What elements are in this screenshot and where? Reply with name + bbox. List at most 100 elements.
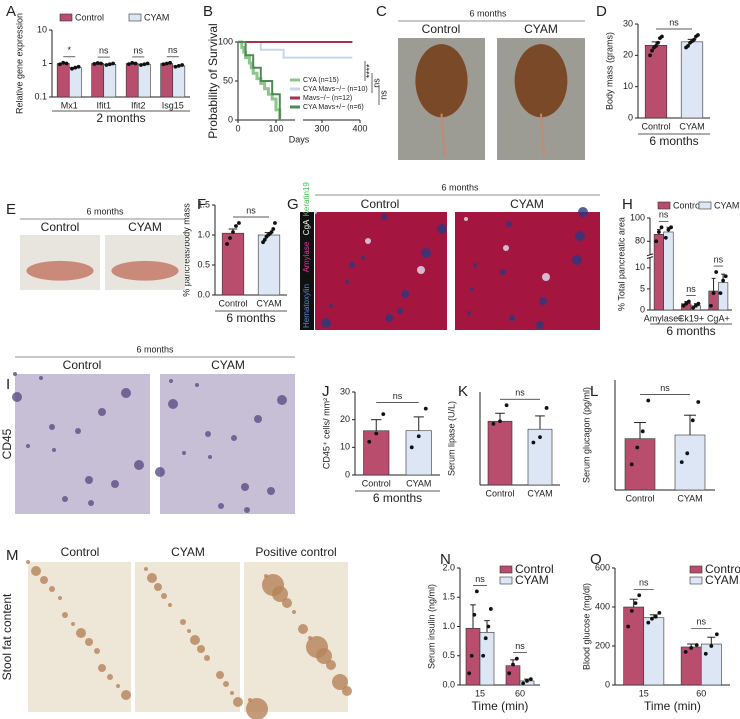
photo-detail (76, 628, 86, 638)
photo-detail (223, 681, 229, 687)
data-point (646, 620, 651, 625)
y-axis-label: Relative gene expression (14, 13, 24, 114)
photo-detail (233, 697, 243, 707)
photo-detail (154, 583, 162, 591)
panel-letter: L (590, 383, 598, 400)
y-tick-label: 50 (223, 75, 233, 85)
bar (68, 67, 82, 98)
legend-swatch (128, 13, 142, 22)
data-point (626, 624, 631, 629)
data-point (486, 624, 491, 629)
photo-detail (572, 255, 582, 265)
data-point (528, 677, 533, 682)
bar (363, 430, 390, 476)
data-point (70, 66, 74, 71)
photo-detail (440, 113, 446, 157)
x-axis-label: Time (min) (644, 699, 701, 713)
error-bar (470, 604, 476, 629)
photo-detail (231, 435, 237, 441)
significance-label: ns (475, 574, 485, 584)
image-label: Control (61, 545, 100, 559)
stain-label: Keratin19 (302, 182, 311, 217)
legend-swatch (689, 576, 703, 585)
y-tick-label: 0.5 (197, 259, 210, 269)
error-bar (535, 415, 545, 430)
photo-detail (168, 603, 172, 607)
bar (718, 282, 729, 311)
y-tick-label: 400 (595, 601, 610, 611)
y-axis-label: Serum insulin (ng/ml) (426, 584, 436, 669)
data-point (76, 64, 81, 69)
data-point (648, 53, 652, 58)
significance-label: ns (639, 578, 649, 588)
photo-detail (182, 451, 186, 455)
data-point (646, 398, 651, 403)
x-tick-label: 60 (515, 688, 525, 698)
data-point (95, 61, 100, 65)
legend-label: CYAM (714, 200, 739, 210)
photo-detail (107, 674, 113, 680)
photo-detail (254, 415, 262, 423)
data-point (511, 662, 515, 667)
data-point (544, 406, 549, 410)
photo-detail (218, 503, 224, 509)
photo-detail (62, 612, 68, 618)
axis-break (646, 256, 654, 259)
data-point (73, 65, 78, 70)
panel-letter: F (197, 196, 206, 213)
bar (172, 65, 186, 98)
photo-detail (267, 487, 275, 495)
photo-detail (316, 648, 332, 664)
x-tick-label: Mx1 (61, 100, 78, 110)
photo-detail (298, 624, 308, 634)
significance-label: ns (659, 210, 669, 220)
bar (643, 617, 665, 686)
legend-label: CYA (n=15) (303, 77, 339, 84)
data-point (686, 44, 690, 48)
panel-letter: D (596, 3, 607, 20)
data-point (663, 235, 668, 240)
error-bar (649, 614, 658, 618)
data-point (234, 224, 238, 228)
photo-detail (197, 645, 205, 653)
significance-label: ns (246, 205, 256, 215)
data-point (709, 644, 714, 648)
y-tick-label: 0 (640, 304, 645, 314)
panel-letter: A (6, 3, 16, 20)
photo-detail (134, 460, 144, 470)
x-tick-label: CYAM (677, 493, 702, 503)
data-point (521, 681, 526, 686)
bar (91, 63, 105, 98)
y-axis-label: Blood glucose (mg/dl) (581, 583, 591, 670)
photo-detail (180, 619, 186, 625)
significance-label: ns (378, 90, 388, 100)
data-point (653, 614, 658, 619)
legend-swatch (698, 201, 712, 210)
x-tick-label: CYAM (256, 298, 281, 308)
legend-label: CYAM (705, 573, 739, 587)
y-tick-label: 10 (340, 442, 350, 452)
image-label: CYAM (510, 197, 544, 211)
data-point (469, 653, 474, 658)
photo-detail (464, 217, 468, 221)
legend-label: Control (673, 200, 702, 210)
error-bar (634, 422, 646, 439)
data-point (104, 63, 109, 67)
photo-detail (40, 576, 48, 584)
data-point (474, 589, 479, 594)
photo-detail (272, 586, 288, 602)
image-label: CYAM (211, 358, 245, 372)
significance-label: **** (364, 64, 374, 79)
panel-letter: N (440, 551, 451, 568)
photo-detail (326, 660, 336, 670)
significance-label: ns (696, 617, 706, 627)
x-tick-label: Control (641, 121, 670, 131)
data-point (130, 61, 135, 65)
photo-detail (509, 315, 515, 321)
x-axis-label: 6 months (373, 491, 422, 505)
photo (244, 562, 348, 712)
x-tick-label: Amylase+ (644, 313, 684, 323)
photo-detail (49, 424, 55, 430)
photo-detail (536, 321, 544, 329)
y-tick-label: 1.0 (197, 229, 210, 239)
